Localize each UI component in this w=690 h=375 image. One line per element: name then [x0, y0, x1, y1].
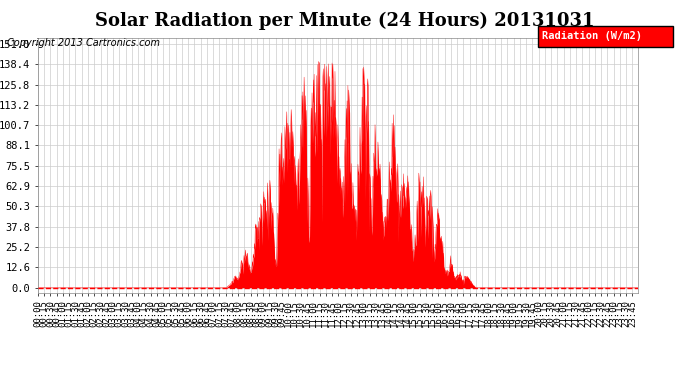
- Text: Solar Radiation per Minute (24 Hours) 20131031: Solar Radiation per Minute (24 Hours) 20…: [95, 11, 595, 30]
- Text: Radiation (W/m2): Radiation (W/m2): [542, 32, 642, 41]
- Text: Copyright 2013 Cartronics.com: Copyright 2013 Cartronics.com: [7, 38, 160, 48]
